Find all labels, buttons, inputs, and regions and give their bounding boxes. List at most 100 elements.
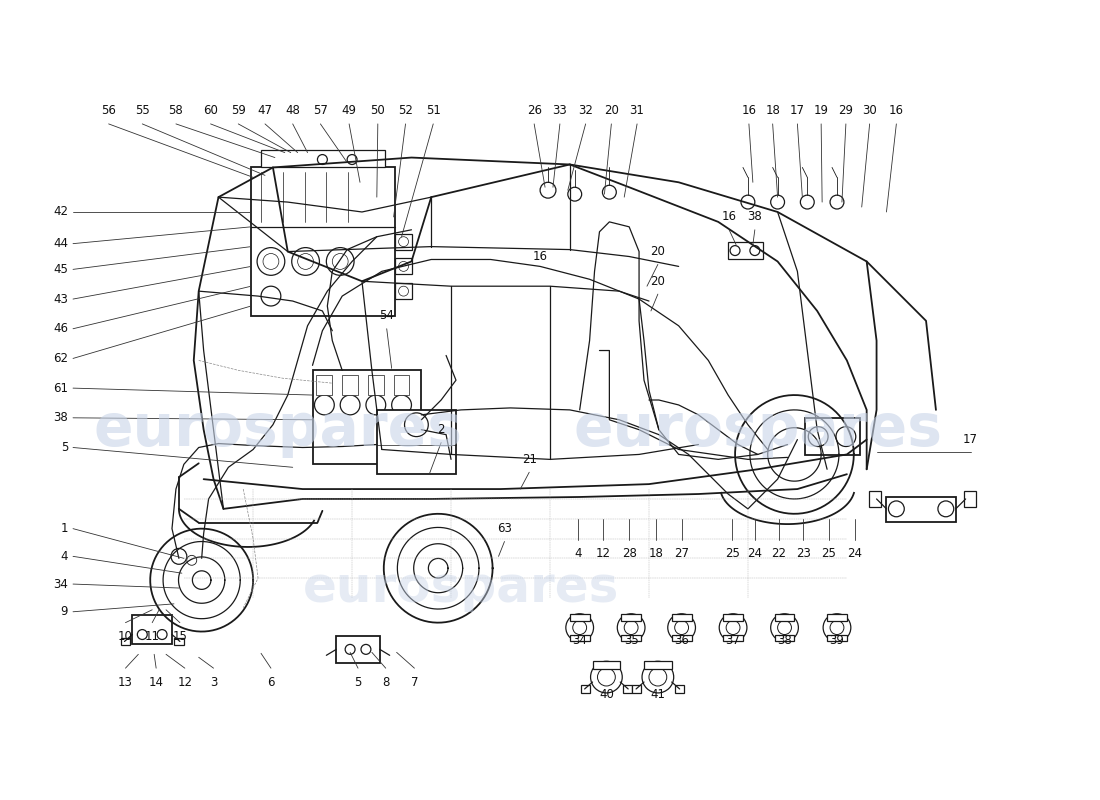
Text: 12: 12 [596, 547, 611, 560]
Circle shape [398, 237, 408, 246]
Circle shape [298, 254, 314, 270]
Circle shape [170, 549, 187, 564]
Text: 46: 46 [53, 322, 68, 335]
Circle shape [823, 614, 850, 642]
Text: 12: 12 [177, 675, 192, 689]
Circle shape [624, 621, 638, 634]
Text: 16: 16 [532, 250, 548, 263]
Bar [774, 634, 794, 642]
Text: 16: 16 [889, 103, 904, 117]
Text: 3: 3 [210, 675, 217, 689]
Text: 42: 42 [53, 206, 68, 218]
Bar [570, 614, 590, 621]
Text: eurospares: eurospares [94, 401, 462, 458]
Bar [827, 634, 847, 642]
Text: 4: 4 [60, 550, 68, 563]
Text: 57: 57 [314, 103, 328, 117]
Text: 1: 1 [60, 522, 68, 535]
Text: 16: 16 [741, 103, 757, 117]
Bar [964, 491, 976, 507]
Text: 5: 5 [60, 441, 68, 454]
Circle shape [332, 254, 348, 270]
Circle shape [392, 395, 411, 415]
Bar [251, 167, 395, 316]
Text: 45: 45 [53, 263, 68, 276]
Text: 50: 50 [371, 103, 385, 117]
Circle shape [597, 668, 615, 686]
Text: 20: 20 [650, 245, 666, 258]
Bar [827, 614, 847, 621]
Text: 17: 17 [964, 433, 978, 446]
Text: 60: 60 [204, 103, 218, 117]
Bar [672, 634, 692, 642]
Text: 20: 20 [650, 274, 666, 288]
Text: 21: 21 [521, 453, 537, 466]
Text: 38: 38 [778, 634, 792, 647]
Text: 58: 58 [168, 103, 184, 117]
Text: 52: 52 [398, 103, 412, 117]
Bar [395, 283, 412, 299]
Bar [367, 375, 384, 395]
Text: 32: 32 [579, 103, 593, 117]
Circle shape [405, 413, 428, 437]
Circle shape [808, 426, 828, 446]
Bar [377, 410, 456, 474]
Circle shape [540, 182, 556, 198]
Text: 22: 22 [771, 547, 786, 560]
Text: 61: 61 [53, 382, 68, 394]
Circle shape [642, 662, 673, 693]
Circle shape [719, 614, 747, 642]
Circle shape [187, 555, 197, 566]
Bar [774, 614, 794, 621]
Circle shape [318, 154, 328, 165]
Bar [672, 614, 692, 621]
Circle shape [674, 621, 689, 634]
Text: 20: 20 [604, 103, 619, 117]
Text: 38: 38 [53, 411, 68, 424]
Circle shape [345, 645, 355, 654]
Text: 25: 25 [725, 547, 739, 560]
Bar [621, 634, 641, 642]
Bar [593, 662, 620, 669]
Text: 30: 30 [862, 103, 877, 117]
Circle shape [889, 501, 904, 517]
Circle shape [257, 248, 285, 275]
Text: 28: 28 [621, 547, 637, 560]
Circle shape [138, 630, 147, 639]
Text: 51: 51 [426, 103, 441, 117]
Circle shape [315, 395, 334, 415]
Text: eurospares: eurospares [302, 564, 619, 612]
Text: 33: 33 [552, 103, 568, 117]
Bar [121, 638, 131, 646]
Bar [728, 242, 762, 259]
Text: 24: 24 [847, 547, 862, 560]
Text: 23: 23 [796, 547, 811, 560]
Text: 39: 39 [829, 634, 845, 647]
Circle shape [830, 621, 844, 634]
Circle shape [340, 395, 360, 415]
Text: 36: 36 [674, 634, 689, 647]
Text: 17: 17 [790, 103, 805, 117]
Text: 40: 40 [600, 688, 614, 702]
Bar [624, 685, 632, 693]
Circle shape [366, 395, 386, 415]
Text: 47: 47 [257, 103, 273, 117]
Text: 15: 15 [173, 630, 187, 643]
Text: 49: 49 [342, 103, 356, 117]
Circle shape [263, 254, 279, 270]
Text: 10: 10 [118, 630, 133, 643]
Bar [723, 614, 743, 621]
Text: 8: 8 [382, 675, 389, 689]
Text: eurospares: eurospares [573, 401, 943, 458]
Bar [132, 614, 172, 645]
Circle shape [398, 286, 408, 296]
Circle shape [292, 248, 319, 275]
Circle shape [568, 187, 582, 201]
Circle shape [398, 262, 408, 271]
Text: 38: 38 [748, 210, 762, 223]
Text: 34: 34 [572, 634, 587, 647]
Bar [581, 685, 590, 693]
Circle shape [591, 662, 623, 693]
Circle shape [565, 614, 594, 642]
Bar [570, 634, 590, 642]
